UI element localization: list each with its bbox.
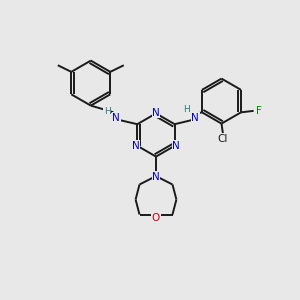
Text: N: N (112, 112, 120, 123)
Text: N: N (191, 112, 199, 123)
Text: Cl: Cl (218, 134, 228, 144)
Text: N: N (152, 108, 160, 118)
Text: O: O (152, 213, 160, 223)
Text: H: H (104, 106, 111, 116)
Text: F: F (256, 106, 262, 116)
Text: N: N (152, 172, 160, 182)
Text: N: N (172, 141, 180, 151)
Text: N: N (132, 141, 140, 151)
Text: H: H (183, 105, 190, 114)
